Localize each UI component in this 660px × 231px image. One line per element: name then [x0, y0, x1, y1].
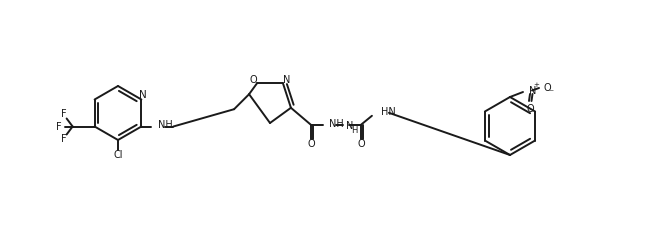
Text: Cl: Cl	[114, 151, 123, 161]
Text: O: O	[249, 75, 257, 85]
Text: F: F	[61, 134, 67, 145]
Text: N: N	[282, 75, 290, 85]
Text: ⁻: ⁻	[548, 88, 554, 98]
Text: N: N	[529, 86, 537, 96]
Text: F: F	[56, 122, 61, 131]
Text: O: O	[544, 83, 552, 93]
Text: N: N	[139, 91, 147, 100]
Text: O: O	[526, 104, 534, 114]
Text: O: O	[307, 139, 315, 149]
Text: N: N	[346, 121, 354, 131]
Text: O: O	[357, 139, 365, 149]
Text: F: F	[61, 109, 67, 119]
Text: NH: NH	[329, 119, 344, 129]
Text: H: H	[351, 126, 358, 135]
Text: NH: NH	[158, 121, 173, 131]
Text: HN: HN	[381, 107, 396, 117]
Text: +: +	[533, 82, 539, 88]
